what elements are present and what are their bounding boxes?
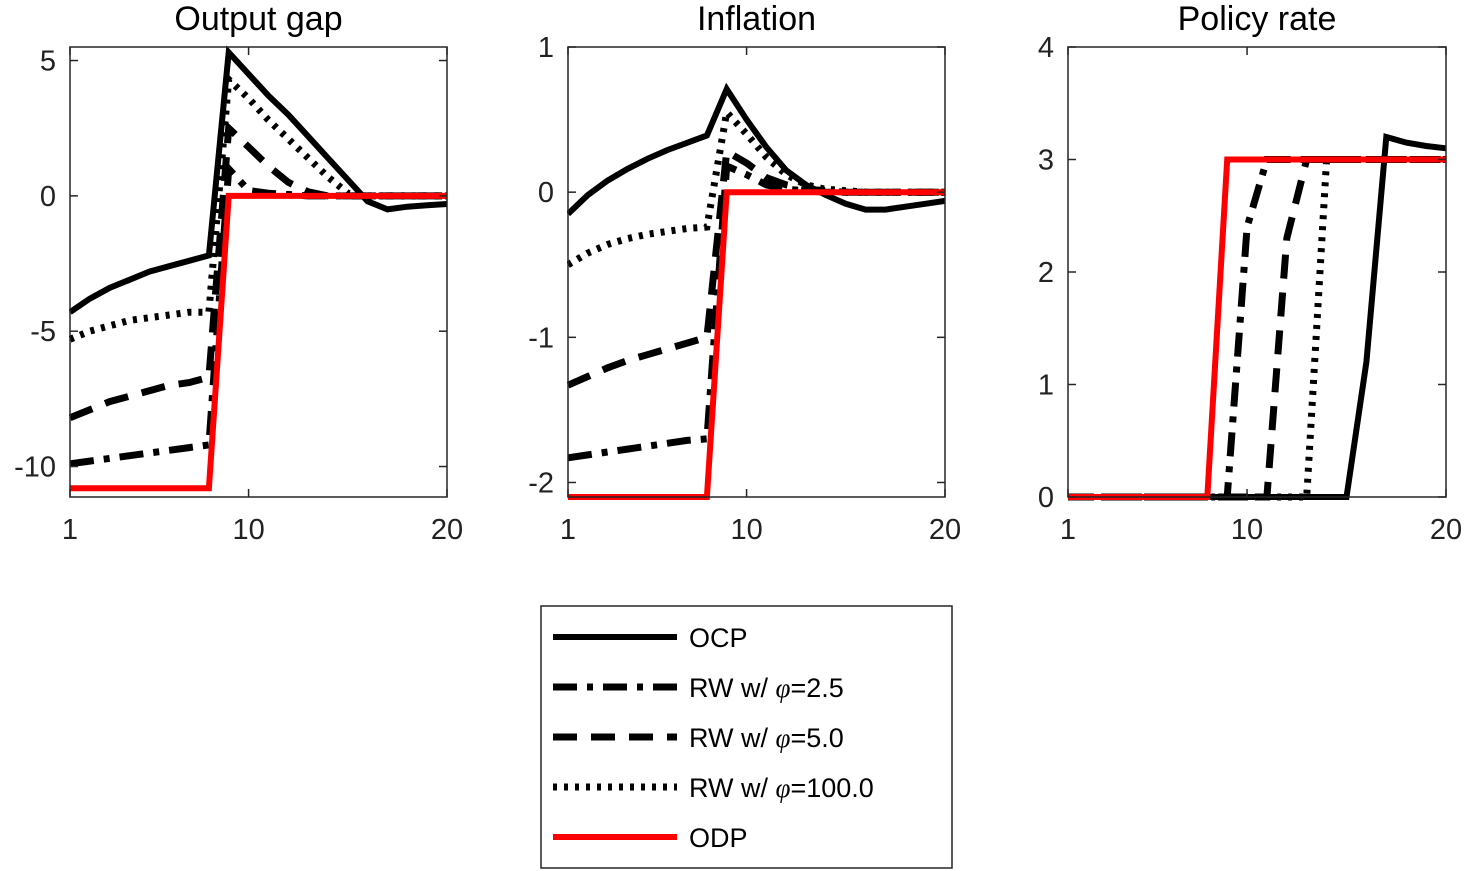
series-line-rw-w-5-0 <box>69 120 447 422</box>
series-line-ocp <box>567 82 946 217</box>
legend-label-prefix: OCP <box>689 623 748 653</box>
series-line-rw-w-2-5 <box>1068 156 1446 501</box>
series-line-ocp <box>69 45 448 315</box>
series-line-rw-w-2-5 <box>69 160 447 468</box>
legend-label: RW w/ φ=100.0 <box>689 773 874 803</box>
series-line-rw-w-100-0 <box>1068 156 1446 501</box>
panel-title: Policy rate <box>1178 0 1337 38</box>
legend-label-suffix: =100.0 <box>790 773 873 803</box>
legend-label: OCP <box>689 623 748 653</box>
legend-label: ODP <box>689 823 748 853</box>
axes-box <box>1067 46 1447 498</box>
series-line-rw-w-2-5 <box>567 160 945 462</box>
x-tick-label: 10 <box>232 514 264 546</box>
x-tick-label: 10 <box>1231 514 1263 546</box>
panel-title: Output gap <box>174 0 342 38</box>
y-tick-label: -10 <box>14 452 56 484</box>
x-tick-label: 1 <box>1060 514 1076 546</box>
y-tick-label: 0 <box>1038 482 1054 514</box>
legend-label-suffix: =2.5 <box>790 673 843 703</box>
y-tick-label: 3 <box>1038 145 1054 177</box>
y-tick-label: -2 <box>528 467 554 499</box>
y-tick-label: 4 <box>1038 32 1054 64</box>
legend-label-symbol: φ <box>776 773 791 803</box>
series-group <box>69 45 448 492</box>
legend-label-prefix: RW w/ <box>689 723 776 753</box>
panel-title: Inflation <box>697 0 816 38</box>
legend-label-prefix: RW w/ <box>689 673 776 703</box>
series-line-rw-w-5-0 <box>1068 156 1446 501</box>
x-tick-label: 10 <box>730 514 762 546</box>
axes-box <box>69 46 448 498</box>
series-group <box>567 82 946 500</box>
y-tick-label: 1 <box>1038 370 1054 402</box>
x-tick-label: 20 <box>929 514 961 546</box>
legend-label-suffix: =5.0 <box>790 723 843 753</box>
y-tick-label: 5 <box>40 46 56 78</box>
axes-box <box>567 46 946 498</box>
y-tick-label: 0 <box>40 181 56 213</box>
x-tick-label: 1 <box>560 514 576 546</box>
x-tick-label: 1 <box>62 514 78 546</box>
legend-label-symbol: φ <box>776 723 791 753</box>
legend-label-prefix: ODP <box>689 823 748 853</box>
legend-label-prefix: RW w/ <box>689 773 776 803</box>
y-tick-label: 0 <box>538 177 554 209</box>
series-line-odp <box>70 192 447 492</box>
y-tick-label: -5 <box>30 316 56 348</box>
series-line-rw-w-100-0 <box>567 104 945 268</box>
panel-1: Output gap 1 10 20 5 0 -5 -10 <box>14 0 463 546</box>
x-tick-label: 20 <box>1430 514 1462 546</box>
legend-label: RW w/ φ=2.5 <box>689 673 844 703</box>
y-tick-label: -1 <box>528 322 554 354</box>
y-tick-label: 1 <box>538 32 554 64</box>
series-line-odp <box>1068 156 1446 500</box>
y-tick-label: 2 <box>1038 257 1054 289</box>
legend-label-symbol: φ <box>776 673 791 703</box>
legend-label: RW w/ φ=5.0 <box>689 723 844 753</box>
series-line-rw-w-5-0 <box>567 145 945 389</box>
series-line-rw-w-100-0 <box>69 71 447 343</box>
series-group <box>1068 133 1447 501</box>
x-tick-label: 20 <box>431 514 463 546</box>
